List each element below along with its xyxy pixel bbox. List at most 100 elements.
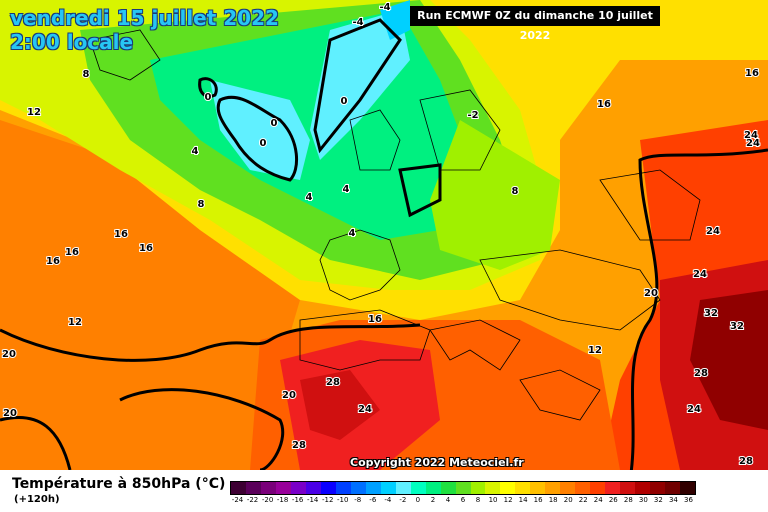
legend-value: 24 — [593, 496, 603, 504]
legend-value: -12 — [321, 496, 334, 504]
copyright-notice: Copyright 2022 Meteociel.fr — [350, 456, 524, 469]
isotherm-label: 0 — [205, 92, 212, 103]
legend-value: -16 — [291, 496, 304, 504]
legend-value: 0 — [415, 496, 421, 504]
legend-value: 12 — [503, 496, 513, 504]
isotherm-label: 24 — [687, 404, 701, 415]
isotherm-20-southwest — [0, 415, 72, 470]
legend-value: 22 — [578, 496, 588, 504]
temperature-band-atlantic — [0, 120, 300, 470]
lead-time: (+120h) — [14, 494, 60, 505]
legend-value: -6 — [369, 496, 377, 504]
isotherm-label: 24 — [746, 138, 760, 149]
legend-swatch — [260, 482, 276, 494]
legend-swatch — [620, 482, 636, 494]
isotherm-label: 24 — [706, 226, 720, 237]
isotherm-label: 8 — [83, 69, 90, 80]
legend-value: 6 — [460, 496, 466, 504]
isotherm-label: 12 — [588, 345, 602, 356]
legend-swatch — [335, 482, 351, 494]
isotherm-20 — [0, 148, 768, 470]
legend-swatch — [365, 482, 381, 494]
isotherm-label: 12 — [27, 107, 41, 118]
isotherm-label: -4 — [379, 2, 390, 13]
isotherm-label: 16 — [139, 243, 153, 254]
legend-value: -2 — [399, 496, 407, 504]
isotherm-labels: -4-40000-2444488812121216161616161616202… — [1, 1, 761, 468]
legend-value: 8 — [475, 496, 481, 504]
isotherm-label: 24 — [744, 130, 758, 141]
isotherm-label: 16 — [65, 247, 79, 258]
isotherm-label: 32 — [730, 321, 744, 332]
isotherm-label: -2 — [467, 110, 478, 121]
isotherm-label: 16 — [114, 229, 128, 240]
color-legend — [230, 481, 696, 495]
legend-swatch — [605, 482, 621, 494]
legend-swatch — [680, 482, 696, 494]
legend-value: 4 — [445, 496, 451, 504]
forecast-date: vendredi 15 juillet 2022 — [10, 6, 279, 30]
legend-swatch — [305, 482, 321, 494]
legend-swatch — [560, 482, 576, 494]
legend-swatch — [410, 482, 426, 494]
isotherm-0-west — [216, 95, 299, 182]
legend-value: 26 — [608, 496, 618, 504]
isotherm-label: 8 — [198, 199, 205, 210]
legend-swatch — [380, 482, 396, 494]
isotherm-0-east — [398, 163, 442, 218]
legend-swatch — [275, 482, 291, 494]
legend-value: -20 — [261, 496, 274, 504]
isotherm-label: 28 — [694, 368, 708, 379]
legend-value: 32 — [653, 496, 663, 504]
legend-value: -10 — [337, 496, 349, 504]
legend-value: -22 — [246, 496, 259, 504]
legend-swatch — [650, 482, 666, 494]
coastlines — [89, 29, 701, 421]
temperature-band-cyan-west — [210, 80, 310, 180]
legend-value: 34 — [668, 496, 678, 504]
legend-swatch — [440, 482, 456, 494]
isotherm-label: 16 — [597, 99, 611, 110]
legend-value: 16 — [533, 496, 543, 504]
legend-value: 20 — [563, 496, 573, 504]
isotherm-label: 16 — [745, 68, 759, 79]
isotherm-label: 0 — [260, 138, 267, 149]
legend-value: 14 — [518, 496, 528, 504]
legend-value: -8 — [354, 496, 362, 504]
isotherm-label: 4 — [306, 192, 313, 203]
forecast-time: 2:00 locale — [10, 30, 134, 54]
isotherm-label: 28 — [739, 456, 753, 467]
legend-swatch — [545, 482, 561, 494]
legend-swatch — [395, 482, 411, 494]
isotherm-label: 28 — [292, 440, 306, 451]
isotherm-0-small — [198, 77, 218, 98]
temperature-band-east-green — [430, 120, 560, 270]
legend-swatch — [590, 482, 606, 494]
legend-swatch — [665, 482, 681, 494]
legend-swatch — [530, 482, 546, 494]
isotherm-label: 16 — [46, 256, 60, 267]
legend-value: 2 — [430, 496, 436, 504]
isotherm-label: 20 — [282, 390, 296, 401]
legend-swatch — [425, 482, 441, 494]
legend-swatch — [500, 482, 516, 494]
legend-value: 36 — [683, 496, 693, 504]
temperature-band-iberia-hot — [300, 370, 380, 440]
legend-swatch — [515, 482, 531, 494]
isotherm-label: 12 — [68, 317, 82, 328]
color-legend-labels: -24 -22 -20 -18 -16 -14 -12 -10 -8 -6 -4 -2 0 2 4 6 8 10 1… — [230, 496, 696, 508]
legend-swatch — [575, 482, 591, 494]
isotherm-label: 24 — [693, 269, 707, 280]
temperature-band-cyan-north — [310, 10, 410, 160]
isotherm-label: 28 — [326, 377, 340, 388]
isotherm-label: 24 — [358, 404, 372, 415]
isotherm-label: 8 — [512, 186, 519, 197]
isotherm-label: 32 — [704, 308, 718, 319]
isotherm-label: 20 — [3, 408, 17, 419]
temperature-band-east-hot — [690, 290, 768, 430]
temperature-band-blue — [380, 0, 410, 40]
legend-value: -4 — [384, 496, 392, 504]
legend-swatch — [470, 482, 486, 494]
temperature-map: -4 -4 0 0 0 0 -2 4 4 4 4 8 8 8 12 12 12 16 16 16 16 16 16 16 20 2… — [0, 0, 768, 470]
legend-swatch — [455, 482, 471, 494]
